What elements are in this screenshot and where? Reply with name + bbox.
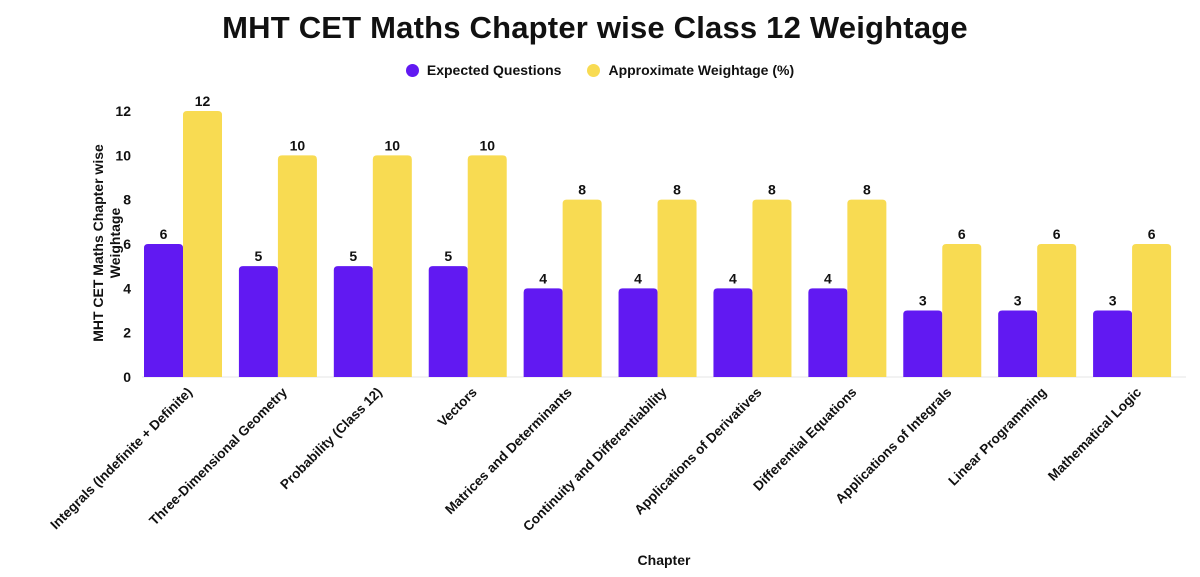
y-tick-label: 10 [115, 147, 131, 163]
data-label: 10 [385, 137, 401, 153]
data-label: 5 [255, 248, 263, 264]
data-label: 3 [1014, 293, 1022, 309]
bar [657, 199, 697, 377]
x-tick-label: Differential Equations [750, 385, 859, 494]
data-label: 4 [824, 270, 832, 286]
y-tick-label: 12 [115, 103, 131, 119]
data-label: 5 [444, 248, 452, 264]
bar [333, 266, 373, 377]
bar [562, 199, 602, 377]
bar [1132, 244, 1172, 377]
data-label: 8 [673, 182, 681, 198]
data-label: 8 [578, 182, 586, 198]
legend-swatch-approximate-weightage [587, 63, 601, 77]
legend-item-expected-questions[interactable]: Expected Questions [405, 62, 562, 78]
y-axis-label: MHT CET Maths Chapter wise Weightage [90, 144, 123, 342]
data-label: 6 [958, 226, 966, 242]
legend-label-expected-questions: Expected Questions [426, 62, 562, 78]
legend-swatch-expected-questions [405, 63, 419, 77]
data-label: 8 [863, 182, 871, 198]
bar [998, 310, 1038, 377]
bar [372, 155, 412, 377]
y-tick-label: 8 [123, 192, 131, 208]
data-label: 12 [195, 93, 211, 109]
data-label: 3 [919, 293, 927, 309]
data-label: 10 [479, 137, 495, 153]
chart-title: MHT CET Maths Chapter wise Class 12 Weig… [222, 10, 968, 45]
bar [238, 266, 278, 377]
legend-label-approximate-weightage: Approximate Weightage (%) [608, 62, 795, 78]
data-label: 4 [729, 270, 737, 286]
data-label: 5 [349, 248, 357, 264]
y-tick-label: 0 [123, 369, 131, 385]
bar [1093, 310, 1133, 377]
bar [277, 155, 317, 377]
x-tick-label: Probability (Class 12) [277, 385, 385, 493]
bar [713, 288, 753, 377]
bar [752, 199, 792, 377]
legend: Expected Questions Approximate Weightage… [0, 62, 1200, 78]
data-label: 4 [539, 270, 547, 286]
bar [847, 199, 887, 377]
bar [428, 266, 468, 377]
data-label: 4 [634, 270, 642, 286]
bar [942, 244, 982, 377]
x-tick-label: Mathematical Logic [1045, 384, 1145, 484]
x-axis-label: Chapter [637, 552, 691, 568]
legend-item-approximate-weightage[interactable]: Approximate Weightage (%) [587, 62, 794, 78]
data-label: 8 [768, 182, 776, 198]
data-label: 6 [1148, 226, 1156, 242]
data-label: 6 [160, 226, 168, 242]
bar [618, 288, 658, 377]
x-tick-label: Vectors [435, 385, 480, 430]
y-tick-label: 6 [123, 236, 131, 252]
bar [903, 310, 943, 377]
data-label: 6 [1053, 226, 1061, 242]
bar [523, 288, 563, 377]
bar [808, 288, 848, 377]
data-label: 3 [1109, 293, 1117, 309]
x-tick-label: Linear Programming [945, 385, 1049, 489]
bar [467, 155, 507, 377]
bar [144, 244, 183, 377]
y-tick-label: 2 [123, 325, 131, 341]
y-tick-label: 4 [123, 280, 131, 296]
bar [1037, 244, 1077, 377]
data-label: 10 [290, 137, 306, 153]
bar [183, 111, 222, 377]
